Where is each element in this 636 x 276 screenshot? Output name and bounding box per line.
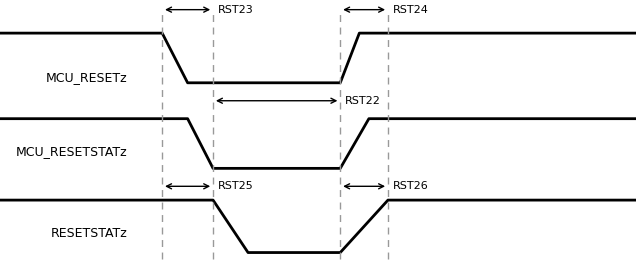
Text: RST26: RST26 [392,181,428,191]
Text: RST22: RST22 [345,96,380,106]
Text: RST24: RST24 [392,5,428,15]
Text: RST23: RST23 [218,5,253,15]
Text: RST25: RST25 [218,181,253,191]
Text: RESETSTATz: RESETSTATz [50,227,127,240]
Text: MCU_RESETSTATz: MCU_RESETSTATz [15,145,127,158]
Text: MCU_RESETz: MCU_RESETz [46,71,127,84]
